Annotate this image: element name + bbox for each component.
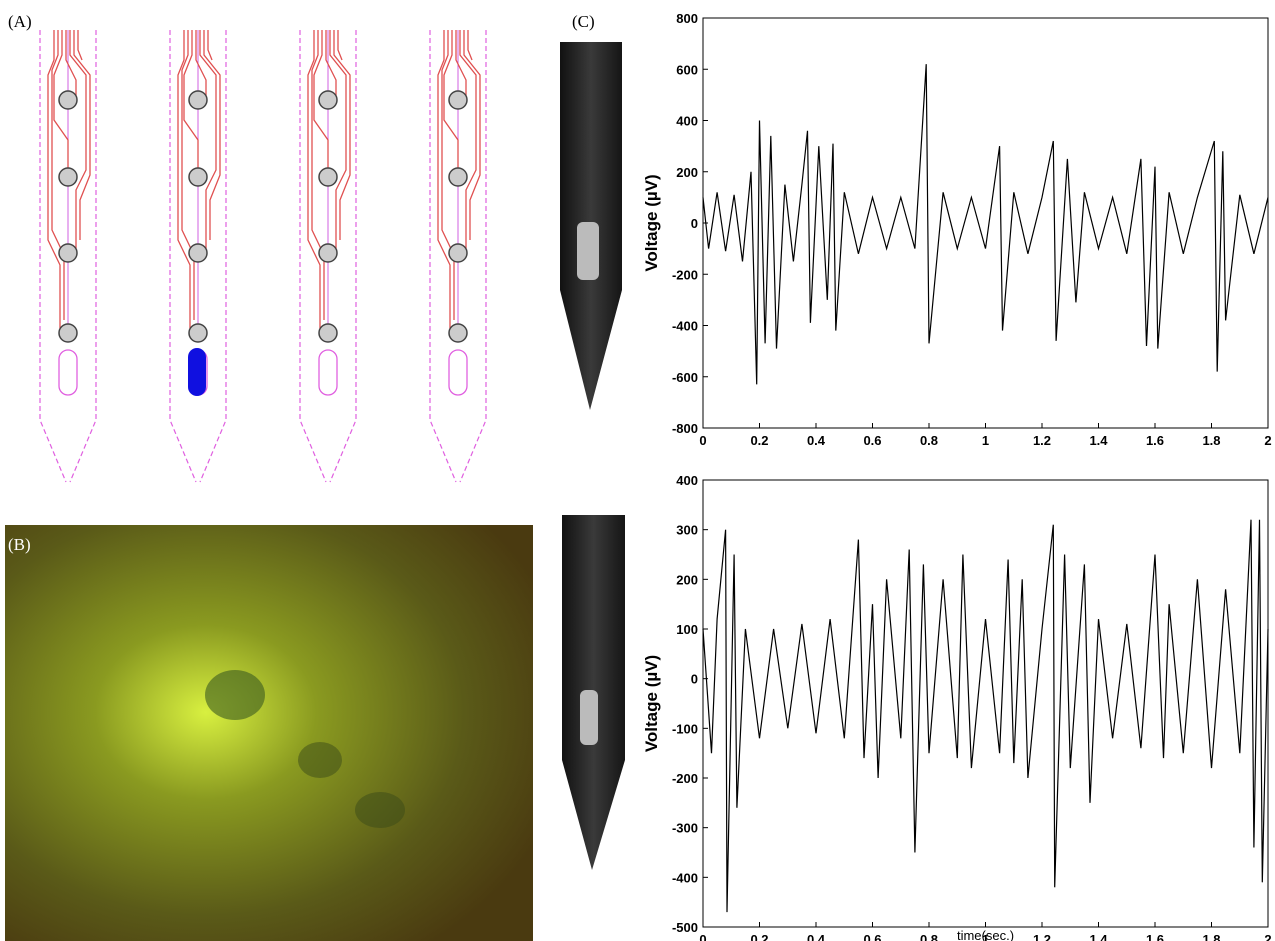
y-tick-label: 300 [676,523,698,538]
x-tick-label: 1.8 [1202,433,1220,448]
y-tick-label: -400 [672,870,698,885]
x-tick-label: 1 [982,932,989,941]
x-axis-label: time(sec.) [957,928,1014,941]
x-tick-label: 0 [699,433,706,448]
x-tick-label: 1.6 [1146,433,1164,448]
plot-frame [702,17,1269,429]
y-tick-label: 800 [676,11,698,26]
x-tick-label: 1.4 [1089,932,1108,941]
y-tick-label: 400 [676,473,698,488]
y-tick-label: 600 [676,62,698,77]
y-axis-label: Voltage (µV) [642,174,661,271]
y-tick-label: -400 [672,319,698,334]
x-tick-label: 0.8 [920,433,938,448]
y-tick-label: 0 [691,672,698,687]
panel-label: (C) [572,12,595,31]
y-tick-label: 100 [676,622,698,637]
x-tick-label: 1.4 [1089,433,1108,448]
x-tick-label: 0.4 [807,433,826,448]
signal-trace [702,519,1269,913]
plot-frame [702,479,1269,928]
y-tick-label: 200 [676,165,698,180]
y-tick-label: -100 [672,721,698,736]
x-tick-label: 1.2 [1033,433,1051,448]
x-tick-label: 1 [982,433,989,448]
y-tick-label: 200 [676,572,698,587]
panel-label: (B) [8,535,31,554]
x-tick-label: 0 [699,932,706,941]
x-tick-label: 0.6 [863,433,881,448]
x-tick-label: 0.4 [807,932,826,941]
y-tick-label: -200 [672,267,698,282]
y-tick-label: -300 [672,821,698,836]
x-tick-label: 0.2 [750,932,768,941]
x-tick-label: 2 [1264,433,1271,448]
probe-photos [560,42,625,870]
x-tick-label: 1.6 [1146,932,1164,941]
y-tick-label: -500 [672,920,698,935]
y-tick-label: -200 [672,771,698,786]
x-tick-label: 1.8 [1202,932,1220,941]
signal-trace [702,64,1269,385]
y-tick-label: -800 [672,421,698,436]
microscopy-image [5,525,533,941]
y-tick-label: 400 [676,114,698,129]
x-tick-label: 2 [1264,932,1271,941]
y-axis-label: Voltage (µV) [642,655,661,752]
x-tick-label: 1.2 [1033,932,1051,941]
y-tick-label: -600 [672,370,698,385]
x-tick-label: 0.6 [863,932,881,941]
y-tick-label: 0 [691,216,698,231]
panel-label: (A) [8,12,32,31]
x-tick-label: 0.8 [920,932,938,941]
probe-schematics [39,29,487,483]
x-tick-label: 0.2 [750,433,768,448]
